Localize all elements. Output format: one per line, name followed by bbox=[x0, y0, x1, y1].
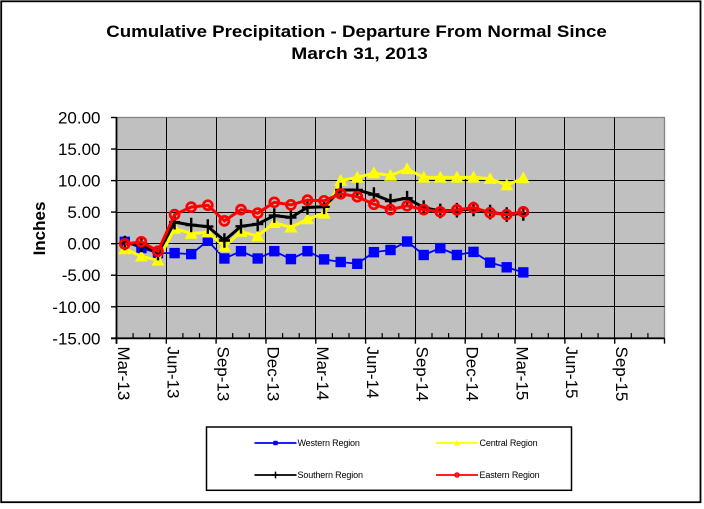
svg-text:March 31, 2013: March 31, 2013 bbox=[291, 44, 428, 63]
svg-text:Sep-15: Sep-15 bbox=[612, 347, 631, 402]
svg-text:-15.00: -15.00 bbox=[52, 329, 100, 348]
svg-text:0.00: 0.00 bbox=[67, 235, 100, 254]
svg-text:Inches: Inches bbox=[30, 202, 49, 256]
svg-text:Cumulative Precipitation - Dep: Cumulative Precipitation - Departure Fro… bbox=[106, 22, 607, 41]
svg-text:Eastern Region: Eastern Region bbox=[480, 470, 540, 480]
svg-text:Sep-13: Sep-13 bbox=[213, 347, 232, 402]
svg-text:Central Region: Central Region bbox=[480, 438, 538, 448]
svg-text:Mar-13: Mar-13 bbox=[114, 347, 133, 401]
svg-text:Sep-14: Sep-14 bbox=[413, 347, 432, 402]
svg-text:20.00: 20.00 bbox=[58, 109, 101, 128]
svg-text:Jun-15: Jun-15 bbox=[562, 347, 581, 399]
svg-text:10.00: 10.00 bbox=[58, 172, 101, 191]
svg-text:Mar-15: Mar-15 bbox=[512, 347, 531, 401]
svg-text:Western Region: Western Region bbox=[298, 438, 360, 448]
svg-text:Jun-14: Jun-14 bbox=[363, 347, 382, 399]
svg-text:Jun-13: Jun-13 bbox=[164, 347, 183, 399]
svg-text:5.00: 5.00 bbox=[67, 203, 100, 222]
svg-text:Southern Region: Southern Region bbox=[298, 470, 363, 480]
svg-text:Mar-14: Mar-14 bbox=[313, 347, 332, 401]
svg-text:Dec-13: Dec-13 bbox=[263, 347, 282, 402]
svg-text:-10.00: -10.00 bbox=[52, 298, 100, 317]
svg-text:Dec-14: Dec-14 bbox=[463, 347, 482, 402]
svg-text:-5.00: -5.00 bbox=[62, 266, 101, 285]
svg-text:15.00: 15.00 bbox=[58, 140, 101, 159]
